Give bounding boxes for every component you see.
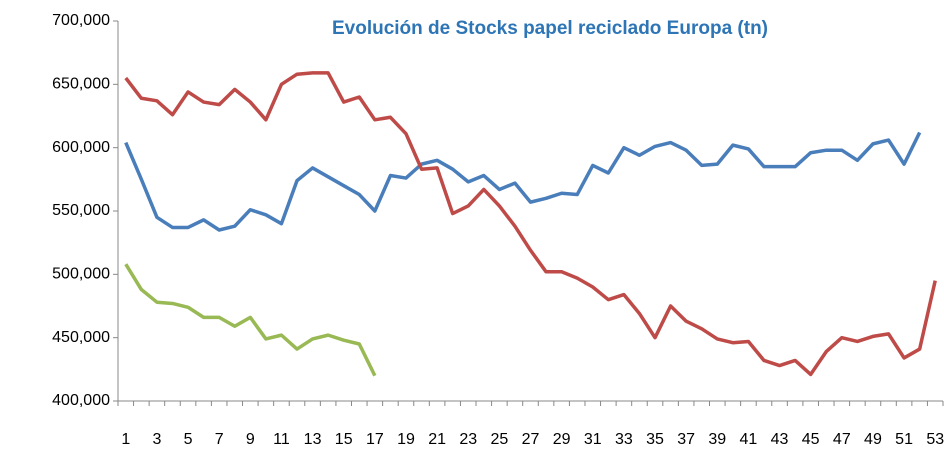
x-tick-label: 19 xyxy=(397,431,415,448)
x-tick-label: 7 xyxy=(215,431,224,448)
x-tick-label: 35 xyxy=(646,431,664,448)
series-line xyxy=(124,131,922,232)
x-tick-label: 13 xyxy=(304,431,322,448)
x-tick-label: 17 xyxy=(366,431,384,448)
x-tick-label: 33 xyxy=(615,431,633,448)
x-tick-label: 45 xyxy=(802,431,820,448)
y-tick-label: 550,000 xyxy=(52,202,110,219)
x-tick-label: 5 xyxy=(184,431,193,448)
series-line xyxy=(124,263,377,377)
y-tick-label: 500,000 xyxy=(52,266,110,283)
x-tick-label: 15 xyxy=(335,431,353,448)
y-tick-label: 650,000 xyxy=(52,76,110,93)
x-tick-label: 9 xyxy=(246,431,255,448)
series-line xyxy=(124,71,937,377)
x-tick-label: 43 xyxy=(771,431,789,448)
y-tick-label: 600,000 xyxy=(52,139,110,156)
x-tick-label: 37 xyxy=(677,431,695,448)
x-tick-label: 29 xyxy=(553,431,571,448)
x-tick-label: 11 xyxy=(273,431,290,448)
x-tick-label: 27 xyxy=(522,431,540,448)
x-tick-label: 51 xyxy=(895,431,913,448)
x-tick-label: 39 xyxy=(708,431,726,448)
x-tick-label: 49 xyxy=(864,431,882,448)
x-tick-label: 1 xyxy=(121,431,130,448)
x-tick-label: 3 xyxy=(152,431,161,448)
x-tick-label: 25 xyxy=(490,431,508,448)
x-tick-label: 31 xyxy=(584,431,602,448)
x-tick-label: 21 xyxy=(428,431,446,448)
y-tick-label: 700,000 xyxy=(52,12,110,29)
x-tick-label: 53 xyxy=(926,431,944,448)
x-tick-label: 47 xyxy=(833,431,851,448)
y-tick-label: 400,000 xyxy=(52,392,110,409)
chart-title: Evolución de Stocks papel reciclado Euro… xyxy=(332,18,768,39)
y-tick-label: 450,000 xyxy=(52,329,110,346)
x-tick-label: 23 xyxy=(459,431,477,448)
x-tick-label: 41 xyxy=(740,431,758,448)
